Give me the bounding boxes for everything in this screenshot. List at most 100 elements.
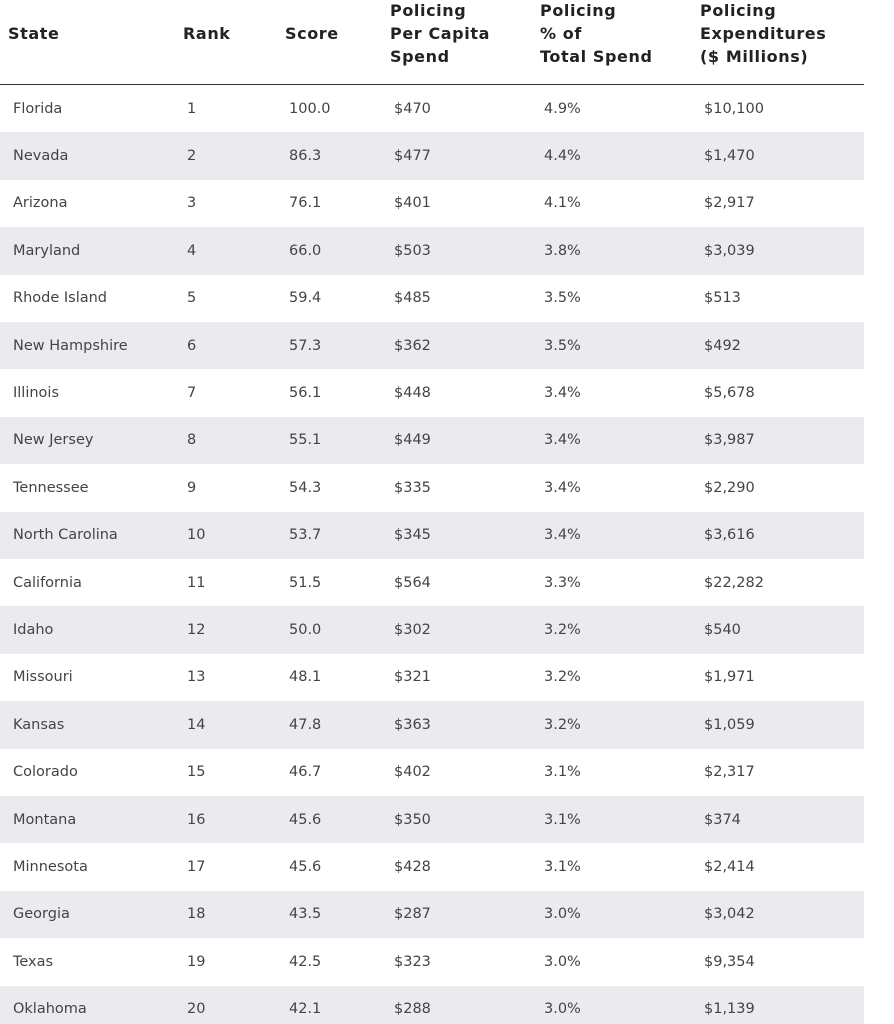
table-row: Arizona 3 76.1 $401 4.1% $2,917 bbox=[0, 180, 864, 227]
data-cell: $2,317 bbox=[704, 764, 755, 781]
data-cell: 42.5 bbox=[289, 953, 322, 970]
data-cell: 1 bbox=[187, 100, 197, 117]
data-cell: $2,414 bbox=[704, 859, 755, 876]
state-cell: Nevada bbox=[13, 148, 69, 165]
data-cell: $2,290 bbox=[704, 479, 755, 496]
data-cell: 76.1 bbox=[289, 195, 322, 212]
data-cell: 3.1% bbox=[544, 811, 581, 828]
data-cell: 16 bbox=[187, 811, 206, 828]
data-cell: $477 bbox=[394, 148, 431, 165]
data-cell: 3.4% bbox=[544, 527, 581, 544]
data-cell: 51.5 bbox=[289, 574, 322, 591]
data-cell: $2,917 bbox=[704, 195, 755, 212]
data-cell: 3.2% bbox=[544, 716, 581, 733]
column-header: Spend bbox=[390, 46, 450, 66]
state-cell: Idaho bbox=[13, 622, 54, 639]
data-cell: $5,678 bbox=[704, 385, 755, 402]
data-cell: $1,470 bbox=[704, 148, 755, 165]
table-row: Minnesota 17 45.6 $428 3.1% $2,414 bbox=[0, 843, 864, 890]
data-cell: 53.7 bbox=[289, 527, 322, 544]
data-cell: $321 bbox=[394, 669, 431, 686]
data-cell: 86.3 bbox=[289, 148, 322, 165]
table-row: Tennessee 9 54.3 $335 3.4% $2,290 bbox=[0, 464, 864, 511]
data-cell: 14 bbox=[187, 716, 206, 733]
data-cell: 20 bbox=[187, 1001, 206, 1018]
data-cell: 19 bbox=[187, 953, 206, 970]
data-cell: $470 bbox=[394, 100, 431, 117]
state-cell: Montana bbox=[13, 811, 77, 828]
column-header: Per Capita bbox=[390, 23, 490, 43]
data-cell: 4.1% bbox=[544, 195, 581, 212]
data-cell: $362 bbox=[394, 337, 431, 354]
table-row: Illinois 7 56.1 $448 3.4% $5,678 bbox=[0, 369, 864, 416]
data-cell: 3.3% bbox=[544, 574, 581, 591]
data-cell: $1,971 bbox=[704, 669, 755, 686]
data-cell: $335 bbox=[394, 479, 431, 496]
data-cell: 3.0% bbox=[544, 1001, 581, 1018]
data-cell: 100.0 bbox=[289, 100, 331, 117]
state-cell: Minnesota bbox=[13, 859, 88, 876]
data-cell: $3,987 bbox=[704, 432, 755, 449]
data-cell: $485 bbox=[394, 290, 431, 307]
column-header: State bbox=[8, 23, 60, 43]
column-header: ($ Millions) bbox=[700, 46, 809, 66]
data-cell: 3.1% bbox=[544, 859, 581, 876]
data-cell: 3 bbox=[187, 195, 197, 212]
state-cell: Texas bbox=[13, 953, 54, 970]
state-cell: California bbox=[13, 574, 82, 591]
data-cell: $22,282 bbox=[704, 574, 764, 591]
state-cell: New Hampshire bbox=[13, 337, 128, 354]
data-cell: $1,139 bbox=[704, 1001, 755, 1018]
table-row: Georgia 18 43.5 $287 3.0% $3,042 bbox=[0, 890, 864, 939]
data-cell: $492 bbox=[704, 337, 741, 354]
data-cell: 48.1 bbox=[289, 669, 322, 686]
data-cell: 45.6 bbox=[289, 811, 322, 828]
data-cell: 18 bbox=[187, 906, 206, 923]
data-cell: 17 bbox=[187, 859, 206, 876]
state-cell: Illinois bbox=[13, 385, 60, 402]
data-cell: $323 bbox=[394, 953, 431, 970]
data-cell: 56.1 bbox=[289, 385, 322, 402]
column-header: Rank bbox=[183, 23, 231, 43]
state-cell: Rhode Island bbox=[13, 290, 108, 307]
table-row: Colorado 15 46.7 $402 3.1% $2,317 bbox=[0, 749, 864, 796]
state-cell: New Jersey bbox=[13, 432, 94, 449]
state-cell: Arizona bbox=[13, 195, 68, 212]
data-cell: 54.3 bbox=[289, 479, 322, 496]
data-cell: $3,039 bbox=[704, 242, 755, 259]
data-cell: $3,616 bbox=[704, 527, 755, 544]
data-cell: 3.5% bbox=[544, 337, 581, 354]
column-header: Score bbox=[285, 23, 339, 43]
data-cell: 3.2% bbox=[544, 669, 581, 686]
state-cell: Kansas bbox=[13, 716, 65, 733]
data-cell: 46.7 bbox=[289, 764, 322, 781]
column-header: Policing bbox=[390, 0, 467, 20]
data-cell: 3.4% bbox=[544, 385, 581, 402]
data-cell: $1,059 bbox=[704, 716, 755, 733]
data-cell: 3.1% bbox=[544, 764, 581, 781]
data-cell: 50.0 bbox=[289, 622, 322, 639]
data-cell: 7 bbox=[187, 385, 197, 402]
data-cell: 47.8 bbox=[289, 716, 322, 733]
state-cell: Maryland bbox=[13, 242, 81, 259]
table-row: California 11 51.5 $564 3.3% $22,282 bbox=[0, 559, 864, 606]
data-cell: 3.2% bbox=[544, 622, 581, 639]
data-cell: $287 bbox=[394, 906, 431, 923]
data-cell: 59.4 bbox=[289, 290, 322, 307]
data-cell: 4 bbox=[187, 242, 197, 259]
data-cell: $350 bbox=[394, 811, 431, 828]
data-cell: 66.0 bbox=[289, 242, 322, 259]
column-header: Total Spend bbox=[540, 46, 653, 66]
data-cell: $401 bbox=[394, 195, 431, 212]
data-cell: $540 bbox=[704, 622, 741, 639]
data-cell: 55.1 bbox=[289, 432, 322, 449]
data-cell: $428 bbox=[394, 859, 431, 876]
data-cell: 5 bbox=[187, 290, 197, 307]
data-cell: 45.6 bbox=[289, 859, 322, 876]
column-header: % of bbox=[540, 23, 582, 43]
data-cell: 4.4% bbox=[544, 148, 581, 165]
data-cell: 3.4% bbox=[544, 432, 581, 449]
state-cell: Colorado bbox=[13, 764, 78, 781]
state-cell: Oklahoma bbox=[13, 1001, 87, 1018]
table-row: Idaho 12 50.0 $302 3.2% $540 bbox=[0, 606, 864, 654]
